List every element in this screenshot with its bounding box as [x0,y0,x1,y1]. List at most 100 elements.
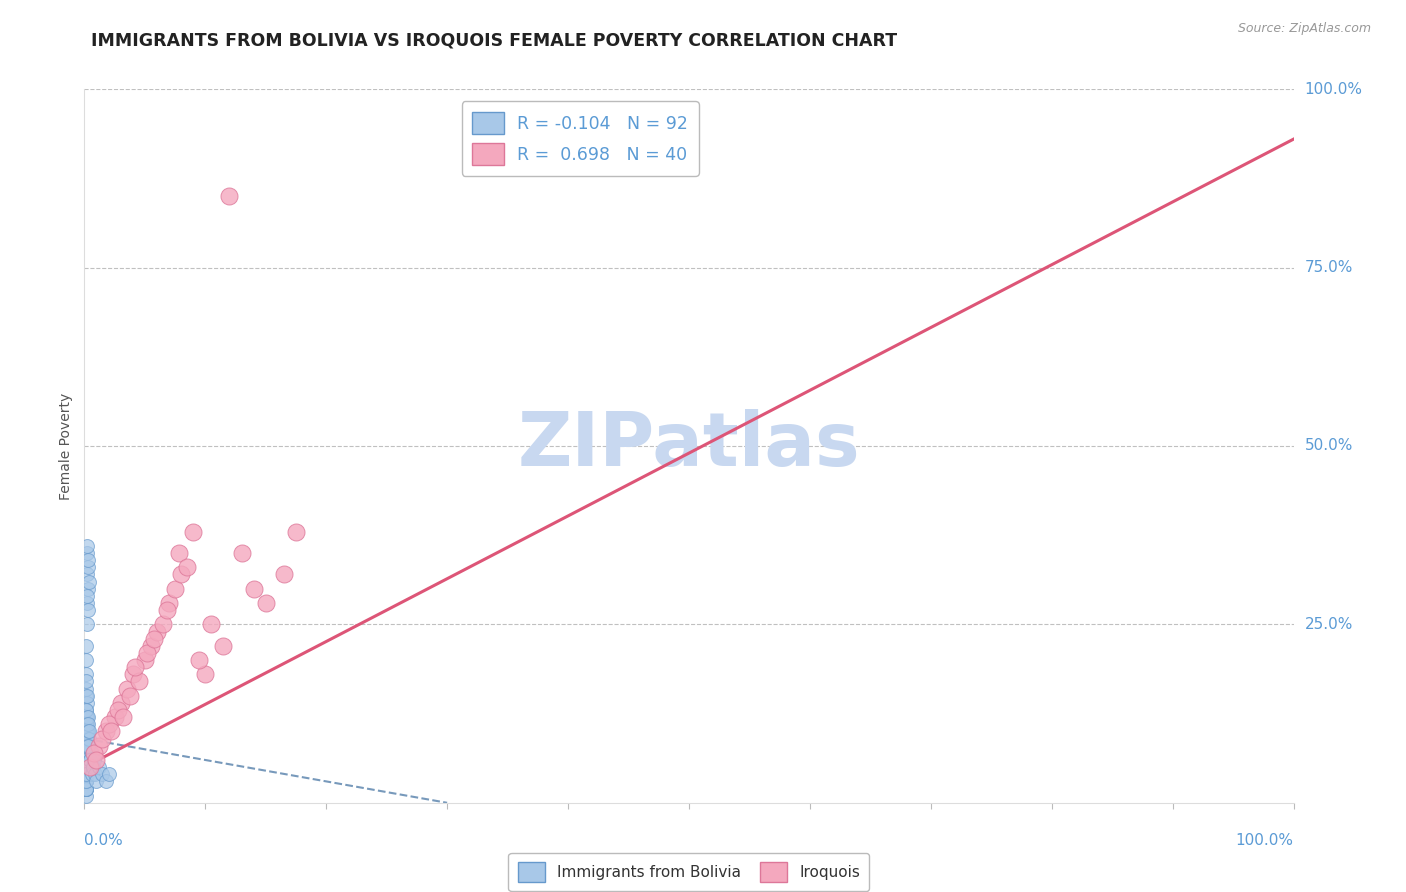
Point [76,760,98,774]
Point [77,717,100,731]
Point [77,739,100,753]
Point [75,781,97,796]
Point [76,753,98,767]
Point [87,739,110,753]
Point [75,710,97,724]
Point [128,674,150,689]
Point [143,632,166,646]
Point [75,774,97,789]
Point [242,582,264,596]
Point [75,753,97,767]
Point [76,617,98,632]
Point [75,703,97,717]
Point [94,774,117,789]
Point [75,760,97,774]
Point [75,753,97,767]
Point [75,774,97,789]
Text: 75.0%: 75.0% [1305,260,1353,275]
Point [134,653,156,667]
Point [120,689,142,703]
Point [273,567,295,582]
Point [76,589,98,603]
Point [83,746,105,760]
Point [75,739,97,753]
Point [75,753,97,767]
Point [77,560,100,574]
Point [87,760,110,774]
Point [75,746,97,760]
Point [86,774,108,789]
Point [75,746,97,760]
Text: 100.0%: 100.0% [1236,833,1294,848]
Point [97,767,120,781]
Point [75,667,97,681]
Point [75,767,97,781]
Point [212,639,235,653]
Point [75,774,97,789]
Point [76,731,98,746]
Point [75,760,97,774]
Point [146,624,169,639]
Point [100,724,122,739]
Point [75,731,97,746]
Point [76,546,98,560]
Point [77,724,100,739]
Text: 50.0%: 50.0% [1305,439,1353,453]
Point [136,646,159,660]
Point [76,539,98,553]
Point [75,767,97,781]
Point [75,774,97,789]
Point [75,781,97,796]
Point [79,753,101,767]
Point [77,553,100,567]
Point [170,567,193,582]
Point [254,596,277,610]
Point [77,739,100,753]
Point [82,760,104,774]
Point [83,753,105,767]
Point [80,746,103,760]
Point [75,760,97,774]
Point [75,731,97,746]
Point [152,617,174,632]
Point [75,760,97,774]
Point [75,681,97,696]
Point [75,789,97,803]
Point [200,617,222,632]
Text: 25.0%: 25.0% [1305,617,1353,632]
Point [77,731,100,746]
Point [75,746,97,760]
Point [139,639,162,653]
Point [76,710,98,724]
Point [77,603,100,617]
Text: Source: ZipAtlas.com: Source: ZipAtlas.com [1237,22,1371,36]
Point [231,546,253,560]
Point [76,696,98,710]
Point [75,767,97,781]
Point [284,524,308,539]
Point [75,760,97,774]
Point [124,660,146,674]
Point [75,703,97,717]
Point [77,724,100,739]
Point [75,689,97,703]
Point [76,724,98,739]
Point [75,753,97,767]
Point [121,667,143,681]
Point [77,753,100,767]
Point [176,560,198,574]
Point [188,653,211,667]
Text: 100.0%: 100.0% [1305,82,1362,96]
Point [94,724,117,739]
Point [79,753,101,767]
Point [76,567,98,582]
Point [79,760,101,774]
Point [84,767,107,781]
Point [104,710,127,724]
Point [75,639,97,653]
Point [107,703,129,717]
Point [218,189,240,203]
Point [80,767,103,781]
Point [75,781,97,796]
Point [76,739,98,753]
